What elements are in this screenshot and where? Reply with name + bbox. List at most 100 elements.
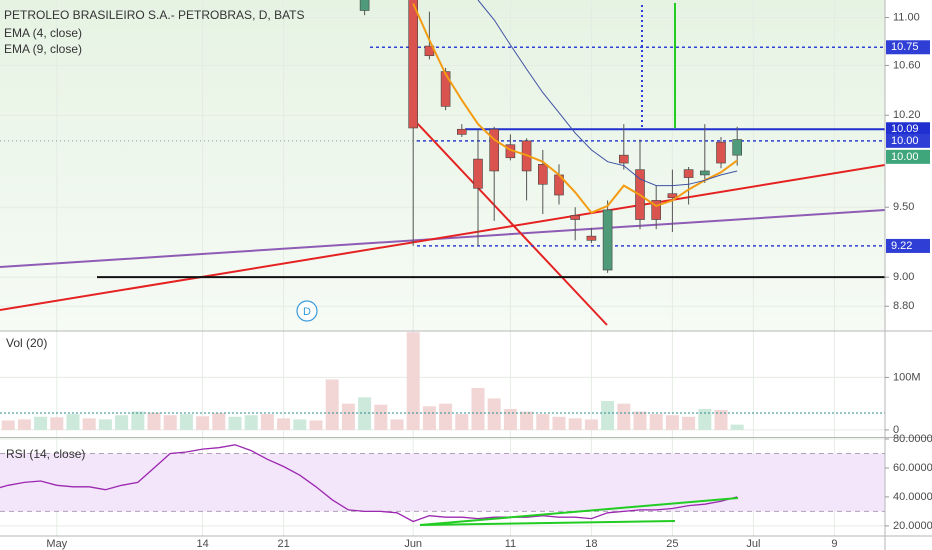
volume-bar	[358, 397, 372, 430]
y-tick-label: 60.0000	[893, 462, 932, 474]
volume-bar	[390, 419, 404, 430]
price-label: 10.00	[891, 135, 919, 147]
volume-bar	[50, 417, 64, 430]
rsi-band-group	[0, 452, 885, 512]
x-tick-label: 25	[666, 538, 678, 550]
rsi-drawings	[419, 497, 739, 526]
volume-bar	[730, 424, 744, 430]
volume-bar	[487, 398, 501, 430]
y-tick-label: 11.00	[893, 11, 920, 23]
last-price-label: 10.00	[891, 151, 919, 163]
volume-bar	[503, 408, 517, 430]
volume-bar	[601, 401, 615, 430]
candle-body	[716, 141, 726, 164]
price-label-box	[886, 122, 930, 137]
price-pane	[0, 0, 885, 330]
y-tick-label: 80.0000	[893, 433, 932, 445]
volume-bar	[633, 411, 647, 430]
volume-bar	[617, 403, 631, 430]
volume-bar	[520, 411, 534, 430]
volume-bar	[34, 416, 48, 430]
ema-line	[477, 0, 738, 187]
volume-bar	[422, 406, 436, 430]
volume-layer	[1, 332, 744, 430]
y-tick-label: 10.20	[893, 109, 921, 121]
rsi-title: RSI (14, close)	[6, 447, 85, 461]
divergence-line	[419, 520, 676, 526]
candle-body	[732, 139, 743, 156]
x-tick-label: 18	[585, 538, 597, 550]
candle-body	[359, 0, 370, 11]
rsi-line	[0, 444, 738, 523]
volume-bar	[552, 416, 566, 430]
event-marker-label[interactable]: D	[303, 306, 311, 318]
price-label: 10.09	[891, 123, 919, 135]
x-tick-label: 11	[505, 538, 516, 550]
volume-bar	[682, 416, 696, 430]
volume-bar	[115, 415, 129, 430]
candle-body	[651, 200, 662, 220]
volume-bar	[82, 418, 96, 430]
volume-bar	[714, 409, 728, 430]
candle-body	[408, 0, 419, 129]
volume-bar	[212, 413, 226, 430]
y-tick-label: 40.0000	[893, 491, 932, 503]
legend-entry: EMA (4, close)	[4, 26, 82, 40]
y-tick-label: 20.0000	[893, 520, 932, 532]
volume-bar	[309, 420, 323, 430]
volume-bar	[698, 408, 712, 430]
volume-bar	[260, 414, 274, 430]
volume-bar	[196, 416, 210, 430]
x-tick-label: Jun	[404, 538, 422, 550]
price-label: 10.75	[891, 41, 919, 53]
volume-bar	[325, 379, 339, 430]
last-price-box	[886, 149, 930, 164]
volume-bar	[277, 418, 291, 430]
volume-bar	[163, 415, 177, 430]
y-tick-label: 0	[893, 424, 899, 436]
x-tick-label: May	[46, 538, 67, 550]
chart-title: PETROLEO BRASILEIRO S.A.- PETROBRAS, D, …	[4, 8, 305, 22]
candle-body	[667, 193, 678, 199]
candle-body	[489, 128, 500, 172]
candle-body	[456, 128, 467, 135]
volume-bar	[649, 414, 663, 430]
volume-bar	[228, 416, 242, 430]
volume-bar	[131, 411, 145, 430]
volume-bar	[374, 404, 388, 430]
candle-body	[618, 154, 629, 164]
trend-line	[416, 122, 608, 326]
volume-bar	[147, 412, 161, 430]
trend-line	[0, 164, 885, 311]
y-tick-label: 8.80	[893, 300, 914, 312]
volume-bar	[439, 403, 453, 430]
candle-body	[699, 170, 710, 176]
event-marker[interactable]	[296, 300, 318, 322]
y-tick-label: 9.00	[893, 271, 914, 283]
volume-bar	[471, 387, 485, 430]
volume-bar	[455, 414, 469, 430]
volume-bar	[17, 419, 31, 430]
volume-bar	[98, 419, 112, 430]
volume-bar	[665, 415, 679, 430]
divergence-line	[419, 497, 739, 526]
candle-body	[473, 158, 483, 189]
candle-body	[683, 169, 694, 178]
x-tick-label: 9	[831, 538, 837, 550]
volume-title: Vol (20)	[6, 336, 47, 350]
candle-body	[537, 164, 548, 185]
volume-bar	[341, 403, 355, 430]
candle-body	[570, 215, 581, 220]
y-tick-label: 9.50	[893, 201, 914, 213]
price-label-box	[886, 40, 930, 55]
candle-body	[602, 209, 613, 271]
price-layer	[0, 0, 885, 279]
x-tick-label: Jul	[746, 538, 760, 550]
volume-bar	[568, 418, 582, 430]
axis-layer: May 14 21 Jun 11 18 25 Jul 9 11.00 10.60 10.20 9.50 9…	[46, 11, 932, 549]
price-label-box	[886, 133, 930, 148]
volume-bar	[1, 420, 15, 430]
price-label: 9.22	[891, 240, 912, 252]
candle-body	[586, 235, 597, 241]
